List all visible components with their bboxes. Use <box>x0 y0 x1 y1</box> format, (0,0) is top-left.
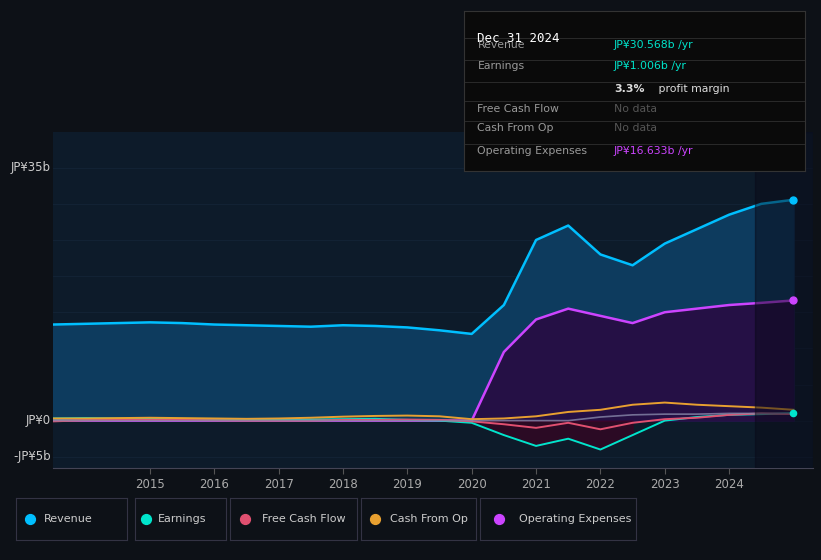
Text: Operating Expenses: Operating Expenses <box>478 146 588 156</box>
Bar <box>754 132 813 468</box>
Text: JP¥1.006b /yr: JP¥1.006b /yr <box>614 62 686 72</box>
Text: JP¥0: JP¥0 <box>26 414 51 427</box>
Text: Revenue: Revenue <box>478 40 525 50</box>
Point <box>369 515 382 524</box>
Text: Earnings: Earnings <box>158 515 207 524</box>
Text: Free Cash Flow: Free Cash Flow <box>478 104 559 114</box>
Point <box>140 515 153 524</box>
Point <box>787 409 800 418</box>
Text: 3.3%: 3.3% <box>614 84 644 94</box>
Text: JP¥35b: JP¥35b <box>11 161 51 174</box>
Text: Dec 31 2024: Dec 31 2024 <box>478 32 560 45</box>
Text: Revenue: Revenue <box>44 515 93 524</box>
Text: No data: No data <box>614 104 657 114</box>
Point <box>23 515 36 524</box>
Text: Cash From Op: Cash From Op <box>478 123 554 133</box>
Text: JP¥16.633b /yr: JP¥16.633b /yr <box>614 146 693 156</box>
Point <box>239 515 252 524</box>
Text: profit margin: profit margin <box>654 84 729 94</box>
Point <box>787 296 800 305</box>
Point <box>493 515 506 524</box>
Point <box>787 195 800 204</box>
Text: Earnings: Earnings <box>478 62 525 72</box>
Text: No data: No data <box>614 123 657 133</box>
Text: Cash From Op: Cash From Op <box>390 515 468 524</box>
Text: Free Cash Flow: Free Cash Flow <box>262 515 346 524</box>
Text: Operating Expenses: Operating Expenses <box>519 515 631 524</box>
Text: -JP¥5b: -JP¥5b <box>13 450 51 463</box>
Text: JP¥30.568b /yr: JP¥30.568b /yr <box>614 40 694 50</box>
